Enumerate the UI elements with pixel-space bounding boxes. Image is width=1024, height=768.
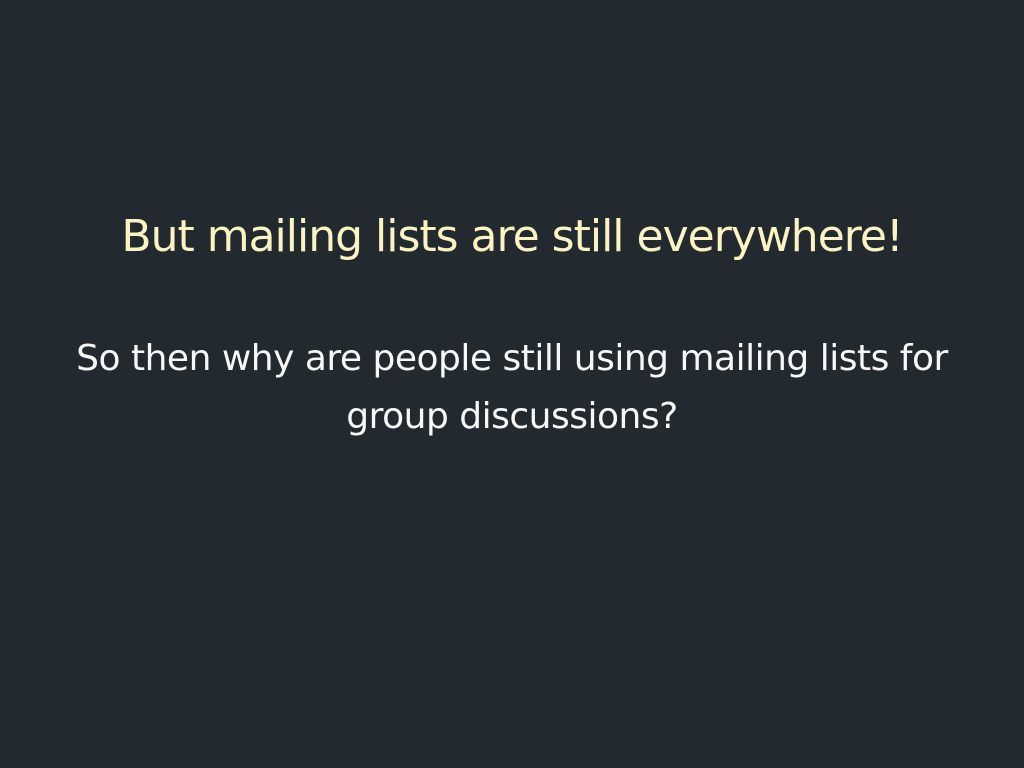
slide-title: But mailing lists are still everywhere! <box>121 211 903 262</box>
slide-body-text: So then why are people still using maili… <box>76 338 948 437</box>
